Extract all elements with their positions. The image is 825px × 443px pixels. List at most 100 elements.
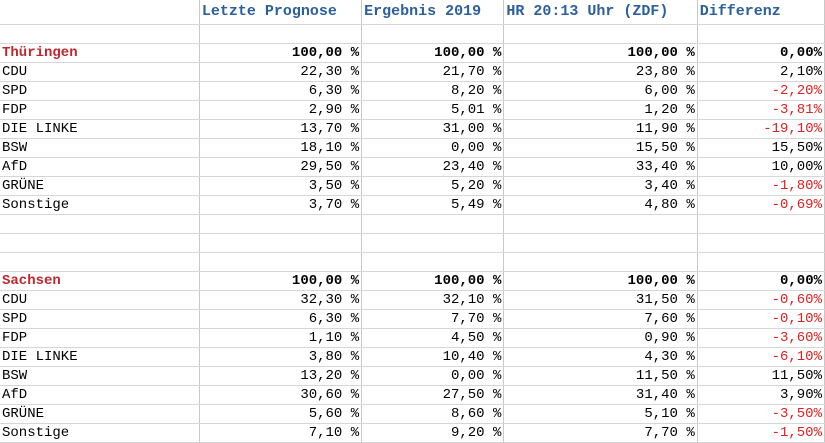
value-cell-differenz[interactable]: -0,69% bbox=[697, 195, 825, 215]
value-cell-differenz[interactable]: -3,81% bbox=[697, 100, 825, 120]
value-cell-hr-zdf[interactable]: 15,50 % bbox=[503, 138, 698, 158]
header-cell-differenz[interactable]: Differenz bbox=[697, 0, 825, 25]
empty-cell[interactable] bbox=[503, 214, 698, 234]
value-cell-letzte-prognose[interactable]: 3,80 % bbox=[199, 347, 363, 367]
value-cell-letzte-prognose[interactable]: 30,60 % bbox=[199, 385, 363, 405]
total-cell-differenz[interactable]: 0,00% bbox=[697, 43, 825, 63]
party-name-cell[interactable]: AfD bbox=[0, 385, 200, 405]
section-title[interactable]: Thüringen bbox=[0, 43, 200, 63]
value-cell-differenz[interactable]: 2,10% bbox=[697, 62, 825, 82]
value-cell-hr-zdf[interactable]: 1,20 % bbox=[503, 100, 698, 120]
value-cell-differenz[interactable]: -1,80% bbox=[697, 176, 825, 196]
value-cell-differenz[interactable]: -0,60% bbox=[697, 290, 825, 310]
empty-cell[interactable] bbox=[503, 233, 698, 253]
value-cell-letzte-prognose[interactable]: 13,70 % bbox=[199, 119, 363, 139]
value-cell-hr-zdf[interactable]: 11,50 % bbox=[503, 366, 698, 386]
header-cell-label[interactable] bbox=[0, 0, 200, 25]
value-cell-hr-zdf[interactable]: 23,80 % bbox=[503, 62, 698, 82]
party-name-cell[interactable]: GRÜNE bbox=[0, 404, 200, 424]
empty-cell[interactable] bbox=[199, 24, 363, 44]
empty-cell[interactable] bbox=[697, 214, 825, 234]
value-cell-hr-zdf[interactable]: 4,30 % bbox=[503, 347, 698, 367]
value-cell-letzte-prognose[interactable]: 5,60 % bbox=[199, 404, 363, 424]
value-cell-hr-zdf[interactable]: 5,10 % bbox=[503, 404, 698, 424]
empty-cell[interactable] bbox=[361, 252, 505, 272]
party-name-cell[interactable]: CDU bbox=[0, 62, 200, 82]
value-cell-hr-zdf[interactable]: 0,90 % bbox=[503, 328, 698, 348]
party-name-cell[interactable]: DIE LINKE bbox=[0, 347, 200, 367]
total-cell-ergebnis-2019[interactable]: 100,00 % bbox=[361, 43, 505, 63]
value-cell-letzte-prognose[interactable]: 13,20 % bbox=[199, 366, 363, 386]
total-cell-hr-zdf[interactable]: 100,00 % bbox=[503, 271, 698, 291]
total-cell-ergebnis-2019[interactable]: 100,00 % bbox=[361, 271, 505, 291]
value-cell-letzte-prognose[interactable]: 6,30 % bbox=[199, 81, 363, 101]
value-cell-ergebnis-2019[interactable]: 5,01 % bbox=[361, 100, 505, 120]
empty-cell[interactable] bbox=[0, 252, 200, 272]
value-cell-hr-zdf[interactable]: 6,00 % bbox=[503, 81, 698, 101]
empty-cell[interactable] bbox=[361, 233, 505, 253]
party-name-cell[interactable]: FDP bbox=[0, 100, 200, 120]
total-cell-letzte-prognose[interactable]: 100,00 % bbox=[199, 271, 363, 291]
empty-cell[interactable] bbox=[0, 24, 200, 44]
empty-cell[interactable] bbox=[0, 233, 200, 253]
empty-cell[interactable] bbox=[0, 214, 200, 234]
party-name-cell[interactable]: FDP bbox=[0, 328, 200, 348]
value-cell-differenz[interactable]: 11,50% bbox=[697, 366, 825, 386]
value-cell-ergebnis-2019[interactable]: 0,00 % bbox=[361, 366, 505, 386]
value-cell-ergebnis-2019[interactable]: 9,20 % bbox=[361, 423, 505, 443]
party-name-cell[interactable]: Sonstige bbox=[0, 195, 200, 215]
value-cell-letzte-prognose[interactable]: 3,50 % bbox=[199, 176, 363, 196]
party-name-cell[interactable]: SPD bbox=[0, 81, 200, 101]
value-cell-ergebnis-2019[interactable]: 5,20 % bbox=[361, 176, 505, 196]
value-cell-differenz[interactable]: -6,10% bbox=[697, 347, 825, 367]
value-cell-ergebnis-2019[interactable]: 27,50 % bbox=[361, 385, 505, 405]
value-cell-differenz[interactable]: 15,50% bbox=[697, 138, 825, 158]
header-cell-hr-zdf[interactable]: HR 20:13 Uhr (ZDF) bbox=[503, 0, 698, 25]
value-cell-ergebnis-2019[interactable]: 23,40 % bbox=[361, 157, 505, 177]
value-cell-differenz[interactable]: -3,60% bbox=[697, 328, 825, 348]
value-cell-letzte-prognose[interactable]: 32,30 % bbox=[199, 290, 363, 310]
empty-cell[interactable] bbox=[199, 214, 363, 234]
value-cell-differenz[interactable]: -1,50% bbox=[697, 423, 825, 443]
value-cell-ergebnis-2019[interactable]: 32,10 % bbox=[361, 290, 505, 310]
value-cell-hr-zdf[interactable]: 31,50 % bbox=[503, 290, 698, 310]
value-cell-differenz[interactable]: -19,10% bbox=[697, 119, 825, 139]
value-cell-ergebnis-2019[interactable]: 10,40 % bbox=[361, 347, 505, 367]
empty-cell[interactable] bbox=[697, 24, 825, 44]
empty-cell[interactable] bbox=[199, 233, 363, 253]
value-cell-differenz[interactable]: -2,20% bbox=[697, 81, 825, 101]
value-cell-hr-zdf[interactable]: 31,40 % bbox=[503, 385, 698, 405]
value-cell-differenz[interactable]: 10,00% bbox=[697, 157, 825, 177]
empty-cell[interactable] bbox=[199, 252, 363, 272]
value-cell-letzte-prognose[interactable]: 7,10 % bbox=[199, 423, 363, 443]
value-cell-hr-zdf[interactable]: 3,40 % bbox=[503, 176, 698, 196]
value-cell-ergebnis-2019[interactable]: 5,49 % bbox=[361, 195, 505, 215]
value-cell-differenz[interactable]: -3,50% bbox=[697, 404, 825, 424]
party-name-cell[interactable]: GRÜNE bbox=[0, 176, 200, 196]
value-cell-letzte-prognose[interactable]: 18,10 % bbox=[199, 138, 363, 158]
value-cell-ergebnis-2019[interactable]: 8,20 % bbox=[361, 81, 505, 101]
total-cell-hr-zdf[interactable]: 100,00 % bbox=[503, 43, 698, 63]
value-cell-letzte-prognose[interactable]: 3,70 % bbox=[199, 195, 363, 215]
value-cell-hr-zdf[interactable]: 4,80 % bbox=[503, 195, 698, 215]
value-cell-ergebnis-2019[interactable]: 21,70 % bbox=[361, 62, 505, 82]
value-cell-letzte-prognose[interactable]: 22,30 % bbox=[199, 62, 363, 82]
value-cell-ergebnis-2019[interactable]: 7,70 % bbox=[361, 309, 505, 329]
party-name-cell[interactable]: Sonstige bbox=[0, 423, 200, 443]
party-name-cell[interactable]: AfD bbox=[0, 157, 200, 177]
value-cell-letzte-prognose[interactable]: 1,10 % bbox=[199, 328, 363, 348]
value-cell-hr-zdf[interactable]: 7,70 % bbox=[503, 423, 698, 443]
party-name-cell[interactable]: BSW bbox=[0, 138, 200, 158]
empty-cell[interactable] bbox=[361, 214, 505, 234]
value-cell-differenz[interactable]: 3,90% bbox=[697, 385, 825, 405]
value-cell-differenz[interactable]: -0,10% bbox=[697, 309, 825, 329]
value-cell-hr-zdf[interactable]: 11,90 % bbox=[503, 119, 698, 139]
total-cell-letzte-prognose[interactable]: 100,00 % bbox=[199, 43, 363, 63]
total-cell-differenz[interactable]: 0,00% bbox=[697, 271, 825, 291]
value-cell-hr-zdf[interactable]: 33,40 % bbox=[503, 157, 698, 177]
party-name-cell[interactable]: CDU bbox=[0, 290, 200, 310]
empty-cell[interactable] bbox=[503, 252, 698, 272]
value-cell-ergebnis-2019[interactable]: 0,00 % bbox=[361, 138, 505, 158]
empty-cell[interactable] bbox=[697, 233, 825, 253]
value-cell-ergebnis-2019[interactable]: 31,00 % bbox=[361, 119, 505, 139]
